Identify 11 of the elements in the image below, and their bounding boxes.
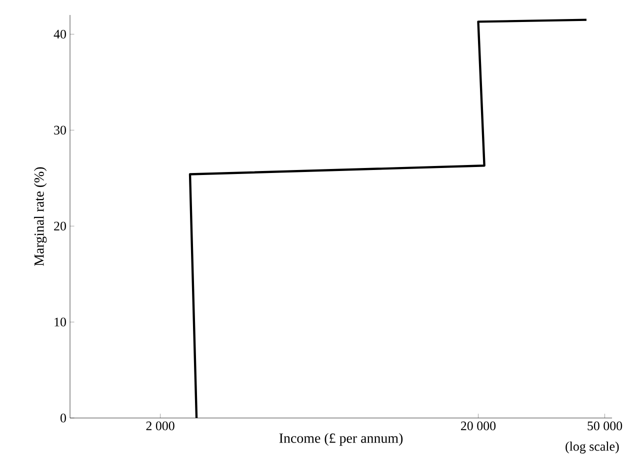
x-tick-label: 2 000 [146, 422, 174, 430]
y-tick-label: 10 [54, 318, 66, 326]
y-tick-label: 0 [60, 414, 66, 422]
y-tick-label: 40 [54, 30, 66, 39]
x-tick-label: 20 000 [460, 422, 496, 430]
x-tick-label: 50 000 [588, 422, 622, 430]
y-tick-label: 20 [54, 222, 66, 230]
y-tick-label: 30 [54, 126, 66, 135]
y-axis-title: Marginal rate (%) [34, 167, 47, 266]
text: (log scale) [566, 442, 619, 454]
x-axis-title: Income (£ per annum) [279, 433, 403, 446]
